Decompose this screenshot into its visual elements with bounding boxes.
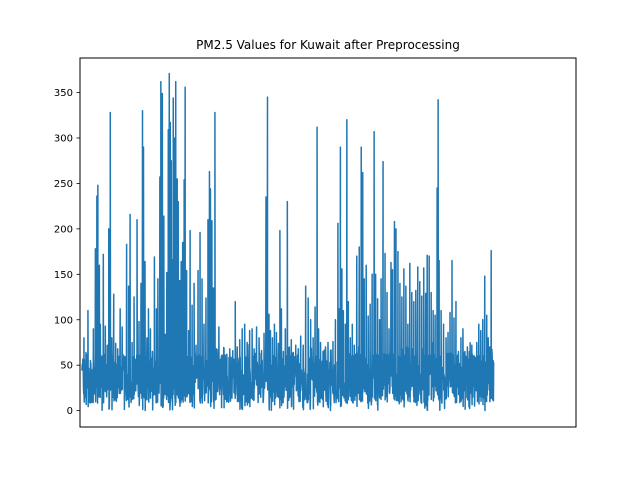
- y-tick-label-250: 250: [54, 179, 73, 190]
- y-tick-label-300: 300: [54, 133, 73, 144]
- pm25-series-line: [81, 72, 495, 412]
- plot-frame: [79, 57, 577, 428]
- y-axis-ticks: 0 50 100 150 200 250 300 350: [54, 88, 80, 417]
- y-tick-label-50: 50: [60, 361, 73, 372]
- y-tick-label-100: 100: [54, 315, 73, 326]
- series-layer: [81, 72, 495, 412]
- y-tick-label-0: 0: [67, 406, 73, 417]
- chart-title: PM2.5 Values for Kuwait after Preprocess…: [196, 38, 460, 52]
- y-tick-label-150: 150: [54, 270, 73, 281]
- y-tick-label-200: 200: [54, 224, 73, 235]
- y-tick-label-350: 350: [54, 88, 73, 99]
